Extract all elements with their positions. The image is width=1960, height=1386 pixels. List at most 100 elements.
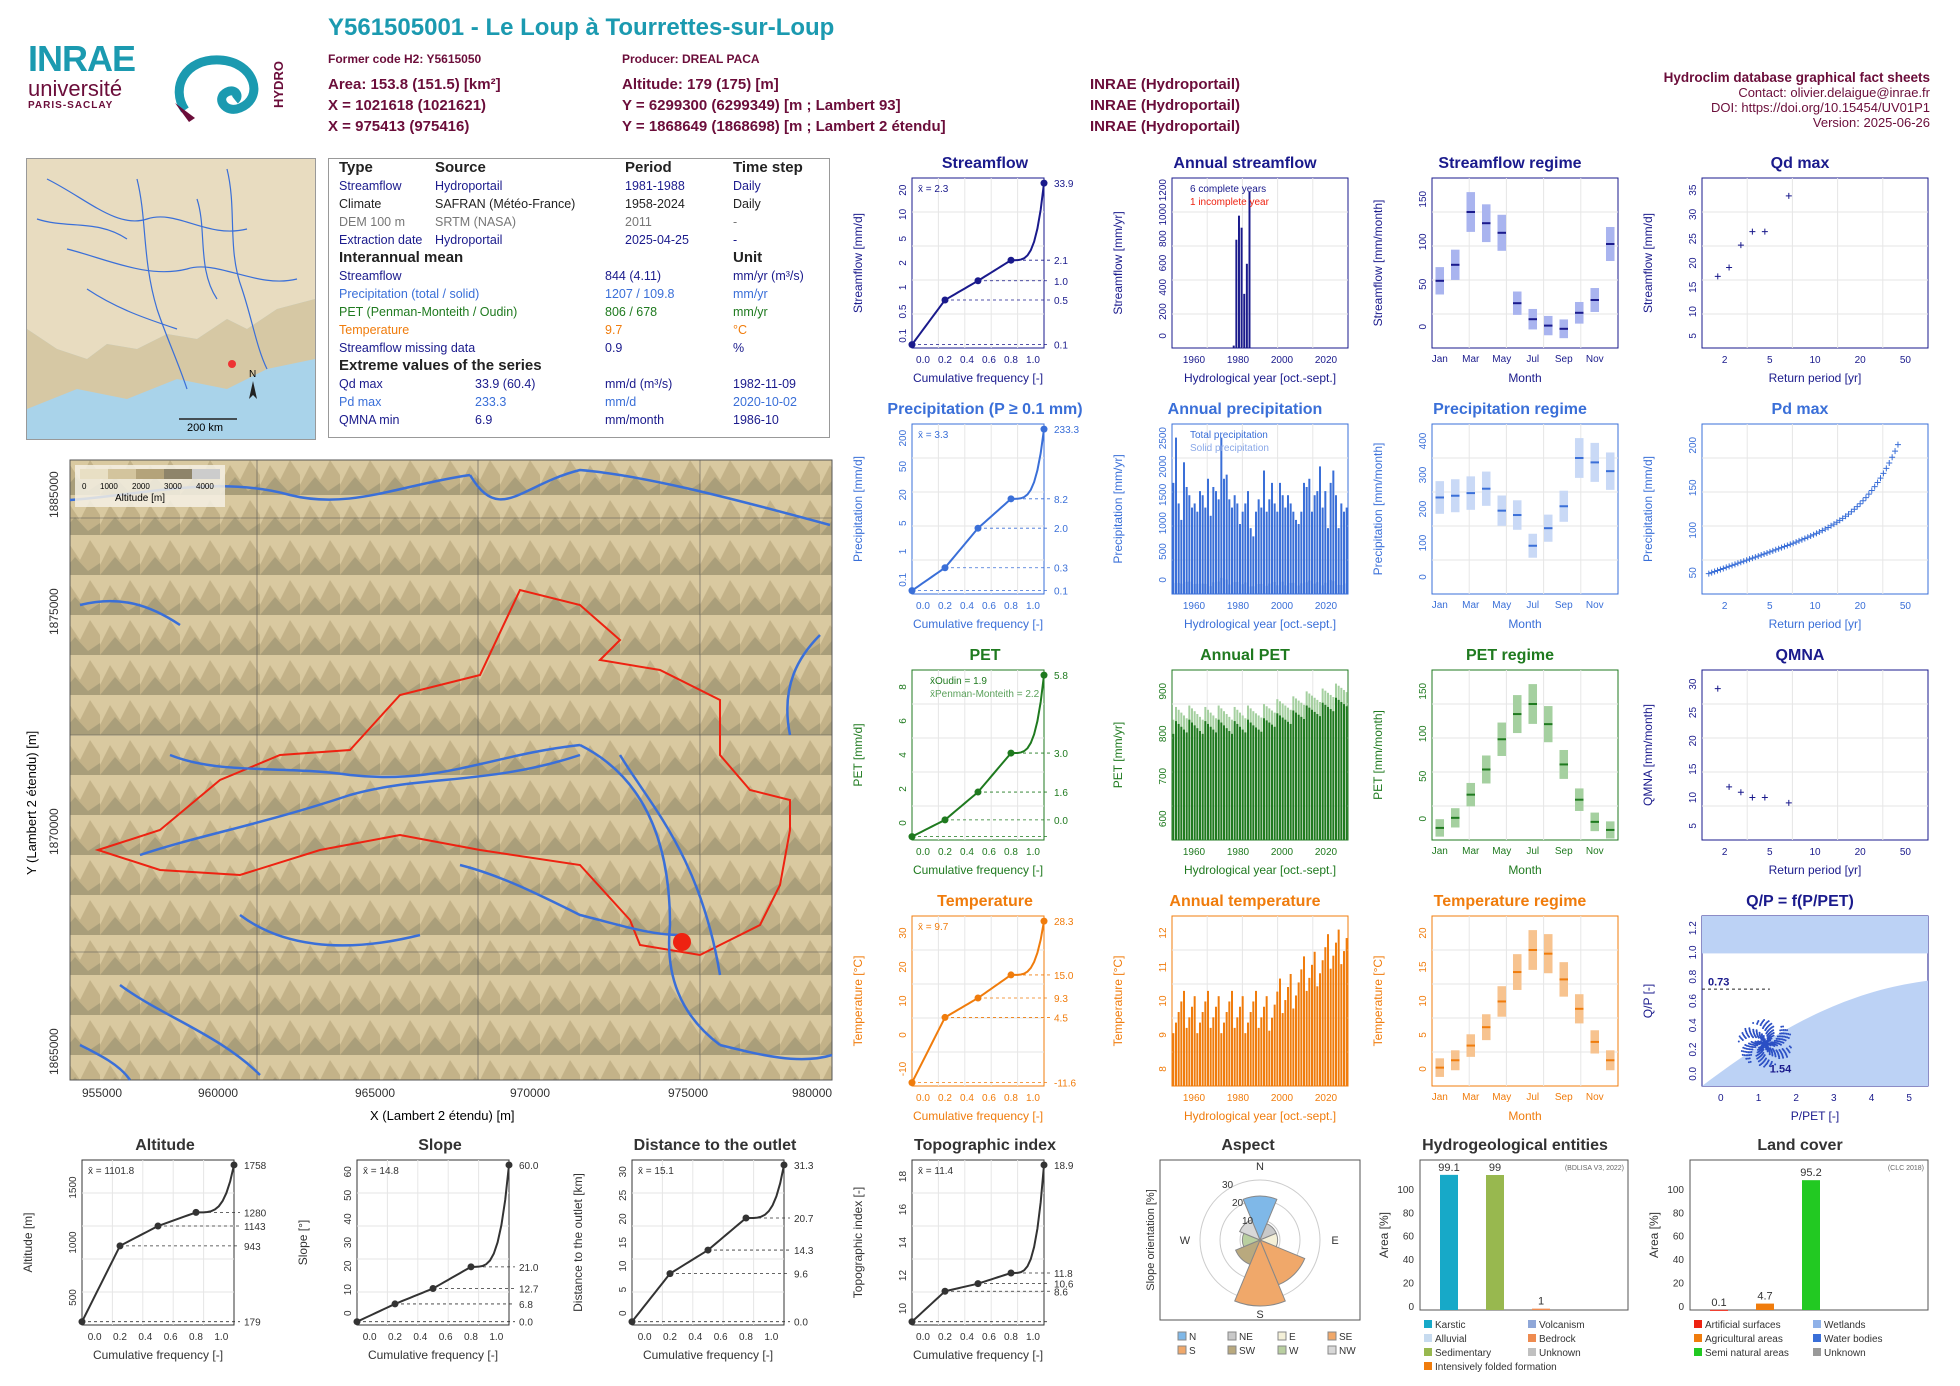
qp-point <box>1769 1027 1772 1030</box>
annual_precip-bar-inner <box>1284 585 1287 594</box>
qmna-point <box>1737 789 1744 796</box>
qp-point <box>1784 1029 1787 1032</box>
streamflow_regime-box <box>1559 319 1569 339</box>
streamflow_cdf-chart: Streamflow 33.9 2.1 1.0 0.5 0.1 x̄ = 2.3 0.1 0.5… <box>851 155 1074 385</box>
qp-point <box>1776 1044 1779 1047</box>
streamflow_cdf-curve <box>911 182 1045 346</box>
annual_pet-chart: Annual PET 600 700 800 900 PET [mm/yr] 1960 198… <box>1111 647 1349 877</box>
annual_precip-bar-inner <box>1212 582 1215 594</box>
x-axis-label: Hydrological year [oct.-sept.] <box>1184 1109 1336 1123</box>
altitude_cdf-point <box>192 1208 200 1216</box>
pd_max-point <box>1752 554 1759 561</box>
topo_cdf-mean: x̄ = 11.4 <box>918 1166 954 1177</box>
qp-point <box>1782 1032 1785 1035</box>
qp-point <box>1761 1052 1764 1055</box>
legend-swatch <box>1424 1320 1432 1328</box>
precip_regime-box <box>1497 495 1507 526</box>
plot-frame <box>1171 915 1349 1087</box>
annual_temp-bar <box>1300 969 1303 1086</box>
qp-point <box>1770 1022 1773 1025</box>
x-tick-label: 1.0 <box>764 1332 778 1343</box>
row-streamflow-step: Daily <box>733 179 761 193</box>
streamflow_regime-box <box>1574 301 1584 324</box>
qp-point <box>1755 1030 1758 1033</box>
qp-point <box>1746 1054 1749 1057</box>
qp-point <box>1768 1049 1771 1052</box>
qp-point <box>1766 1021 1769 1024</box>
qp-point <box>1767 1029 1770 1032</box>
annual_precip-bar <box>1185 486 1188 594</box>
annual_temp-bar <box>1313 951 1316 1086</box>
x-tick-label: 10 <box>1809 847 1821 858</box>
qd_max-point <box>1737 242 1744 249</box>
annual_precip-bar-inner <box>1281 581 1284 594</box>
annual_precip-bar <box>1225 474 1228 594</box>
compass-n: N <box>1256 1161 1264 1173</box>
qp-point <box>1745 1032 1748 1035</box>
annual_pet-bar-inner <box>1292 710 1295 840</box>
col-timestep: Time step <box>733 159 803 176</box>
x-tick-label: Nov <box>1586 600 1604 611</box>
qp-point <box>1759 1047 1762 1050</box>
qp-point <box>1760 1041 1763 1044</box>
pet_regime-box <box>1450 808 1460 828</box>
y-tick-label: 5 <box>618 1286 629 1292</box>
qp-point <box>1748 1028 1751 1031</box>
pet_cdf-chart: PET 5.8 3.0 1.6 0.0 x̄Oudin = 1.9 x̄Penman-Mon… <box>851 647 1068 877</box>
qp-point <box>1766 1025 1769 1028</box>
x-tick-label: 1960 <box>1183 355 1206 366</box>
annual_pet-bar-inner <box>1191 722 1193 840</box>
inrae-logo-text: INRAE <box>28 38 136 79</box>
x-tick-label: Mar <box>1462 1092 1480 1103</box>
annual_precip-bar <box>1265 511 1268 594</box>
y-tick-label: 50 <box>898 461 909 473</box>
qp-point <box>1760 1053 1763 1056</box>
y-tick-label: 0 <box>898 820 909 826</box>
row-streamflow-source: Hydroportail <box>435 179 503 193</box>
qp-point <box>1770 1060 1773 1063</box>
x-tick-label: Jul <box>1526 846 1539 857</box>
plot-frame <box>1701 423 1929 595</box>
legend-swatch <box>1694 1334 1702 1342</box>
qp-point <box>1740 1049 1743 1052</box>
qp-point <box>1765 1045 1768 1048</box>
x-tick-label: 0.4 <box>960 847 974 858</box>
qp-point <box>1786 1029 1789 1032</box>
qp-point <box>1762 1043 1765 1046</box>
x-tick-label: 0.2 <box>663 1332 677 1343</box>
temp_regime-box <box>1512 954 1522 990</box>
qp-point <box>1767 1043 1770 1046</box>
plot-frame <box>1159 1159 1361 1321</box>
x-tick-label: 0.4 <box>960 1093 974 1104</box>
qp-point <box>1766 1047 1769 1050</box>
annual_temp-bar <box>1289 973 1292 1086</box>
plot-frame <box>1431 669 1619 841</box>
qp-point <box>1764 1043 1767 1046</box>
qp-point <box>1769 1038 1772 1041</box>
qp-point <box>1763 1038 1766 1041</box>
outlet-marker <box>673 933 691 951</box>
y-tick-label: 16 <box>898 1204 909 1216</box>
annual_precip-bar-inner <box>1172 582 1175 594</box>
pd_max-point <box>1749 555 1756 562</box>
annual_pet-bar <box>1223 711 1225 840</box>
x-axis-label: Hydrological year [oct.-sept.] <box>1184 617 1336 631</box>
y-tick-label: 40 <box>1403 1255 1415 1266</box>
y-tick-label: 25 <box>1688 707 1699 719</box>
pd_max-title: Pd max <box>1772 401 1829 418</box>
right-tick-label: 6.8 <box>519 1300 533 1311</box>
y-tick-label: 40 <box>343 1213 354 1225</box>
y-tick-label: 10 <box>898 1303 909 1315</box>
qp-point <box>1768 1065 1771 1068</box>
qp-point <box>1770 1026 1773 1029</box>
qp-point <box>1768 1042 1771 1045</box>
qp-point <box>1756 1044 1759 1047</box>
y-tick-label: 20 <box>1688 257 1699 269</box>
annual_precip-bar-inner <box>1199 580 1201 594</box>
pd_max-point <box>1828 522 1835 529</box>
annual_temp-bar <box>1276 991 1279 1086</box>
annual_precip-bar <box>1329 482 1332 594</box>
qp-point <box>1778 1055 1781 1058</box>
qp-point <box>1754 1040 1757 1043</box>
